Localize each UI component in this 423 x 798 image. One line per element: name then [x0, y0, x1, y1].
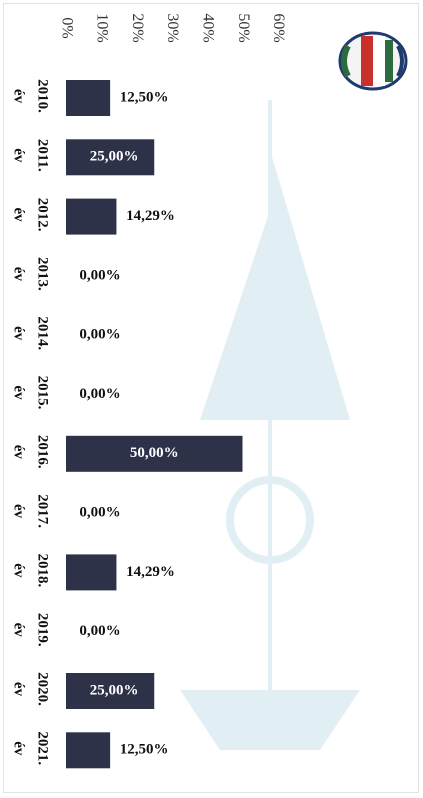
chart-frame [3, 3, 419, 793]
svg-text:év: év [11, 623, 27, 638]
svg-text:év: év [11, 385, 27, 400]
bar [66, 80, 111, 116]
category-label: 2011. év [11, 139, 51, 172]
category-label: 2015. év [11, 376, 51, 410]
svg-text:2021.: 2021. [35, 731, 51, 765]
value-label: 25,00% [90, 682, 139, 698]
svg-text:2013.: 2013. [35, 257, 51, 291]
value-label: 12,50% [120, 89, 169, 105]
bar [66, 673, 155, 709]
svg-text:év: év [11, 682, 27, 697]
svg-text:év: év [11, 148, 27, 163]
value-label: 14,29% [126, 564, 175, 580]
value-label: 0,00% [79, 386, 120, 402]
svg-text:2020.: 2020. [35, 672, 51, 706]
svg-text:év: év [11, 563, 27, 578]
tick-label: 30% [164, 13, 181, 42]
category-label: 2017. év [11, 494, 51, 528]
category-label: 2013. év [11, 257, 51, 291]
value-label: 12,50% [120, 742, 169, 758]
value-axis: 0% 10% 20% 30% 40% 50% 60% [58, 13, 287, 42]
bar [66, 139, 155, 176]
svg-text:év: év [11, 504, 27, 519]
svg-text:2011.: 2011. [35, 139, 51, 172]
value-label: 50,00% [130, 445, 179, 461]
category-label: 2014. év [11, 316, 51, 350]
category-label: 2012. év [11, 198, 51, 232]
bar [66, 732, 111, 769]
bars-group [66, 80, 243, 769]
tick-label: 10% [94, 13, 111, 42]
value-label: 0,00% [79, 267, 120, 283]
svg-text:2017.: 2017. [35, 494, 51, 528]
bar [66, 198, 117, 235]
value-labels: 12,50% 25,00% 14,29% 0,00% 0,00% 0,00% 50,00% 0… [79, 89, 178, 757]
svg-text:2014.: 2014. [35, 316, 51, 350]
value-label: 25,00% [90, 149, 139, 165]
bar [66, 435, 243, 472]
svg-text:2019.: 2019. [35, 613, 51, 647]
svg-text:év: év [11, 267, 27, 282]
svg-text:év: év [11, 208, 27, 223]
svg-text:2015.: 2015. [35, 376, 51, 410]
svg-text:év: év [11, 89, 27, 104]
bar [66, 554, 117, 591]
svg-text:2018.: 2018. [35, 554, 51, 588]
category-label: 2018. év [11, 554, 51, 588]
tick-label: 0% [58, 17, 75, 38]
tick-label: 50% [235, 13, 252, 42]
value-label: 0,00% [79, 505, 120, 521]
category-label: 2016. év [11, 435, 51, 469]
svg-text:év: év [11, 445, 27, 460]
tick-label: 20% [129, 13, 146, 42]
category-label: 2020. év [11, 672, 51, 706]
svg-text:2016.: 2016. [35, 435, 51, 469]
category-label: 2021. év [11, 731, 51, 765]
tick-label: 60% [270, 13, 287, 42]
category-axis: 2010.év2011.év2012.év2013.év2014.év2015.… [11, 79, 51, 765]
svg-text:év: év [11, 326, 27, 341]
tick-label: 40% [200, 13, 217, 42]
svg-text:2010.: 2010. [35, 79, 51, 113]
value-label: 0,00% [79, 623, 120, 639]
emblem-icon [338, 31, 408, 91]
category-label: 2010. év [11, 79, 51, 113]
value-label: 14,29% [126, 208, 175, 224]
svg-text:év: év [11, 741, 27, 756]
category-label: 2019. év [11, 613, 51, 647]
svg-text:2012.: 2012. [35, 198, 51, 232]
value-label: 0,00% [79, 327, 120, 343]
